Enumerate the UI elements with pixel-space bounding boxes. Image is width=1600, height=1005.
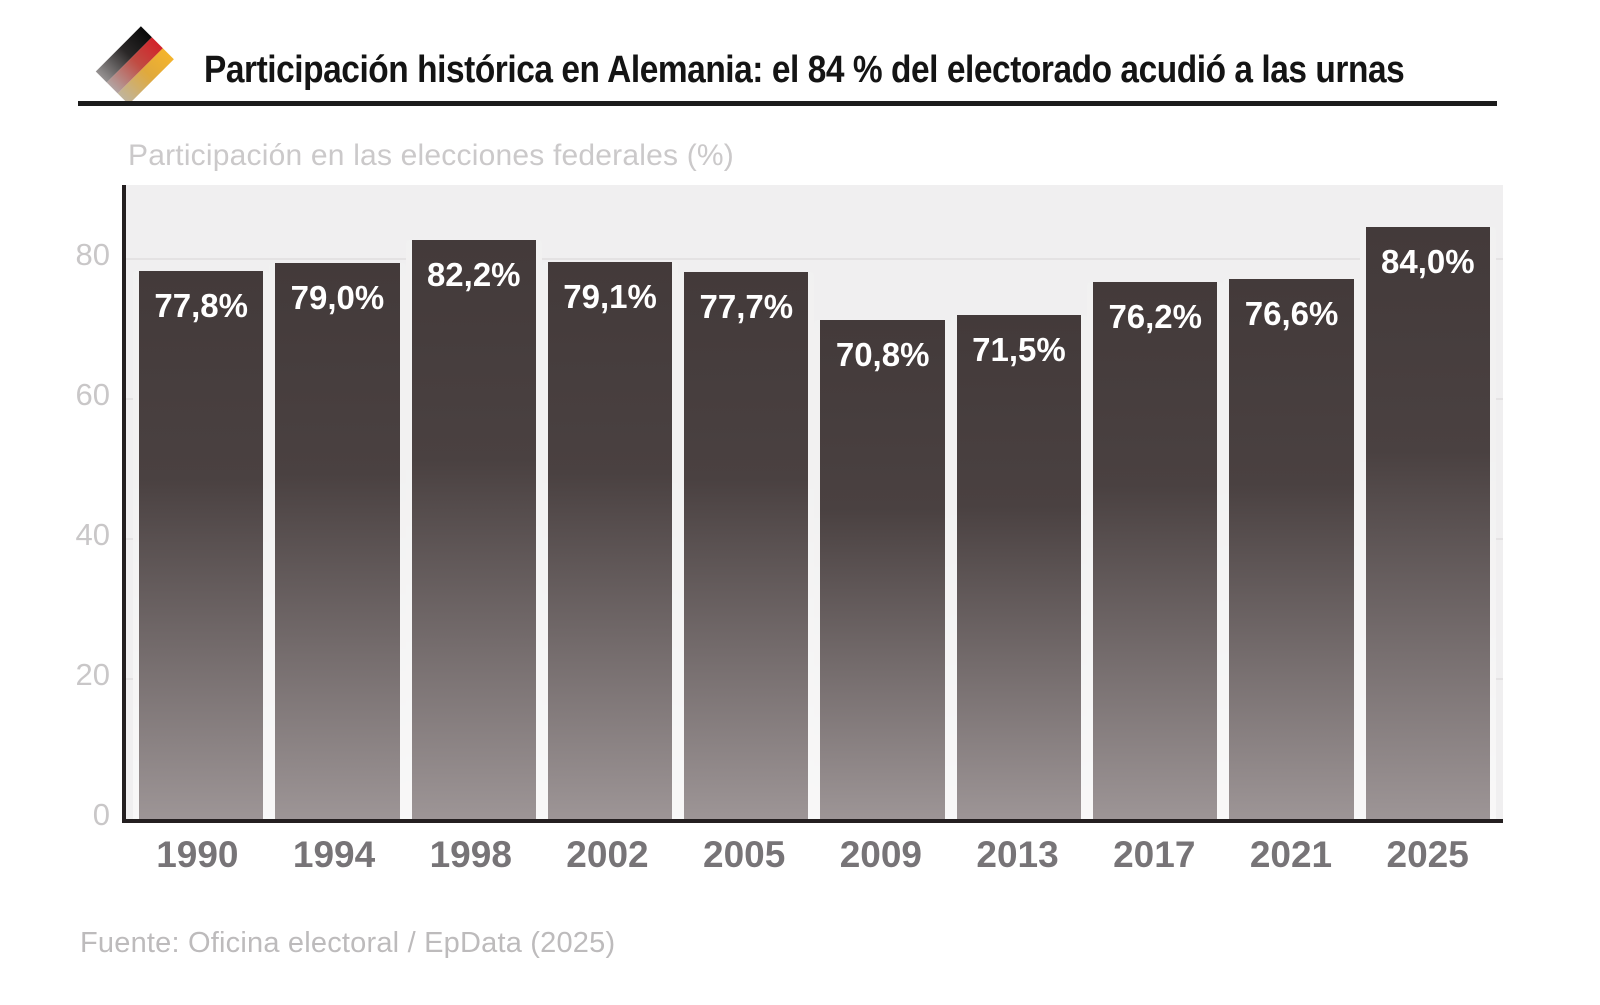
gridline-80 [126,258,1503,260]
bar-1998: 82,2% [405,239,542,819]
flag-stripe-black [95,26,152,83]
bar-cell-2025: 84,0% [1359,185,1496,819]
x-tick-label-2021: 2021 [1249,834,1333,875]
bar-2013: 71,5% [950,315,1088,819]
bar-1990: 77,8% [133,270,270,819]
y-tick-label-0: 0 [92,797,110,832]
bar-value-label-2013: 71,5% [972,331,1066,369]
bar-2002: 79,1% [541,261,679,819]
bar-cell-2017: 76,2% [1087,185,1224,819]
x-tick-label-2005: 2005 [703,834,786,875]
page-title: Participación histórica en Alemania: el … [204,49,1405,91]
bar-cell-2002: 79,1% [541,185,679,819]
flag-stripe-red [106,37,163,94]
x-tick-label-2017: 2017 [1113,834,1196,875]
bar-2025: 84,0% [1359,227,1496,819]
x-tick-label-2009: 2009 [839,834,923,875]
plot-area: 77,8% 79,0% 82,2% 79,1% 77,7% 70,8% 71,5% 76,2%… [122,185,1503,823]
bar-value-label-2009: 70,8% [835,336,930,374]
x-tick-label-2013: 2013 [976,834,1059,875]
bar-2021: 76,6% [1223,279,1360,819]
german-flag-logo-icon [95,26,174,105]
bar-cell-1998: 82,2% [405,185,542,819]
x-tick-label-1994: 1994 [292,834,376,875]
y-tick-label-40: 40 [75,517,110,552]
x-tick-label-1990: 1990 [156,834,239,875]
bar-2009: 70,8% [814,320,951,819]
flag-stripe-gold [117,48,174,105]
bar-value-label-2021: 76,6% [1244,295,1339,333]
x-axis-labels: 1990 1994 1998 2002 2005 2009 2013 2017 2021 2025 [122,834,1503,876]
bar-cell-2013: 71,5% [950,185,1088,819]
bar-value-label-2025: 84,0% [1381,243,1475,281]
header-rule [78,101,1497,106]
chart-subtitle: Participación en las elecciones federale… [128,139,734,172]
bars-row: 77,8% 79,0% 82,2% 79,1% 77,7% 70,8% 71,5% 76,2%… [133,185,1496,819]
source-note: Fuente: Oficina electoral / EpData (2025… [80,927,616,959]
bar-value-label-2002: 79,1% [563,277,657,315]
x-tick-label-2025: 2025 [1386,834,1469,875]
bar-cell-2009: 70,8% [814,185,951,819]
y-axis-labels: 0 20 40 60 80 [0,185,110,832]
bar-cell-1990: 77,8% [133,185,270,819]
bar-value-label-2017: 76,2% [1108,298,1203,336]
y-tick-label-80: 80 [75,237,110,272]
bar-value-label-1998: 82,2% [426,255,521,293]
bar-2017: 76,2% [1087,282,1224,819]
y-tick-label-20: 20 [75,657,110,692]
bar-cell-1994: 79,0% [269,185,406,819]
x-tick-label-2002: 2002 [566,834,649,875]
bar-value-label-2005: 77,7% [699,287,794,325]
bar-value-label-1994: 79,0% [290,278,385,316]
x-tick-label-1998: 1998 [429,834,512,875]
y-tick-label-60: 60 [75,377,110,412]
bar-2005: 77,7% [678,271,815,819]
bar-cell-2021: 76,6% [1223,185,1360,819]
bar-value-label-1990: 77,8% [154,286,248,324]
bar-cell-2005: 77,7% [678,185,815,819]
bar-1994: 79,0% [269,262,406,819]
